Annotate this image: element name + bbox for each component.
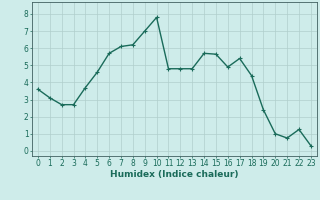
X-axis label: Humidex (Indice chaleur): Humidex (Indice chaleur) [110, 170, 239, 179]
